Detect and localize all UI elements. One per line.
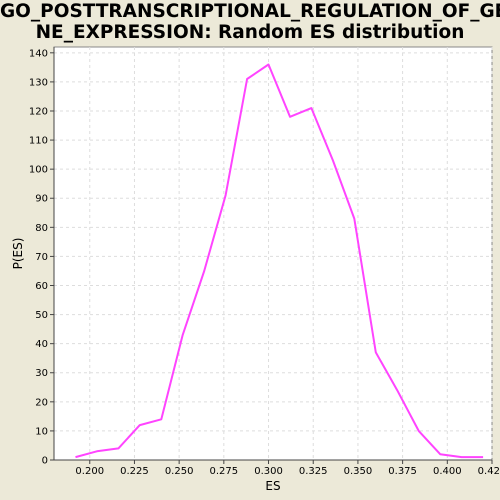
x-tick-label: 0.225 — [120, 466, 149, 477]
x-tick-label: 0.300 — [254, 466, 283, 477]
y-tick-label: 10 — [35, 426, 48, 437]
x-tick-label: 0.375 — [388, 466, 417, 477]
x-tick-label: 0.350 — [344, 466, 373, 477]
y-tick-label: 80 — [35, 223, 48, 234]
x-tick-label: 0.275 — [210, 466, 239, 477]
y-tick-label: 50 — [35, 310, 48, 321]
y-tick-label: 40 — [35, 339, 48, 350]
chart-title-line-1: GO_POSTTRANSCRIPTIONAL_REGULATION_OF_GE — [0, 1, 500, 22]
y-tick-label: 100 — [29, 165, 48, 176]
x-tick-label: 0.425 — [478, 466, 500, 477]
chart-title: GO_POSTTRANSCRIPTIONAL_REGULATION_OF_GE … — [0, 1, 500, 43]
y-tick-label: 110 — [29, 136, 48, 147]
y-tick-label: 120 — [29, 106, 48, 117]
y-tick-label: 70 — [35, 252, 48, 263]
x-axis-label: ES — [265, 479, 280, 493]
x-tick-label: 0.200 — [75, 466, 104, 477]
x-tick-label: 0.400 — [433, 466, 462, 477]
y-tick-label: 20 — [35, 397, 48, 408]
x-tick-label: 0.250 — [165, 466, 194, 477]
x-tick-label: 0.325 — [299, 466, 328, 477]
y-axis-label: P(ES) — [11, 238, 25, 270]
y-tick-label: 0 — [42, 456, 48, 467]
plot-area — [53, 46, 493, 461]
series-line — [75, 63, 484, 459]
y-tick-label: 60 — [35, 281, 48, 292]
y-tick-label: 30 — [35, 368, 48, 379]
y-tick-label: 140 — [29, 48, 48, 59]
y-tick-label: 90 — [35, 194, 48, 205]
y-tick-label: 130 — [29, 77, 48, 88]
chart-title-line-2: NE_EXPRESSION: Random ES distribution — [35, 22, 465, 43]
